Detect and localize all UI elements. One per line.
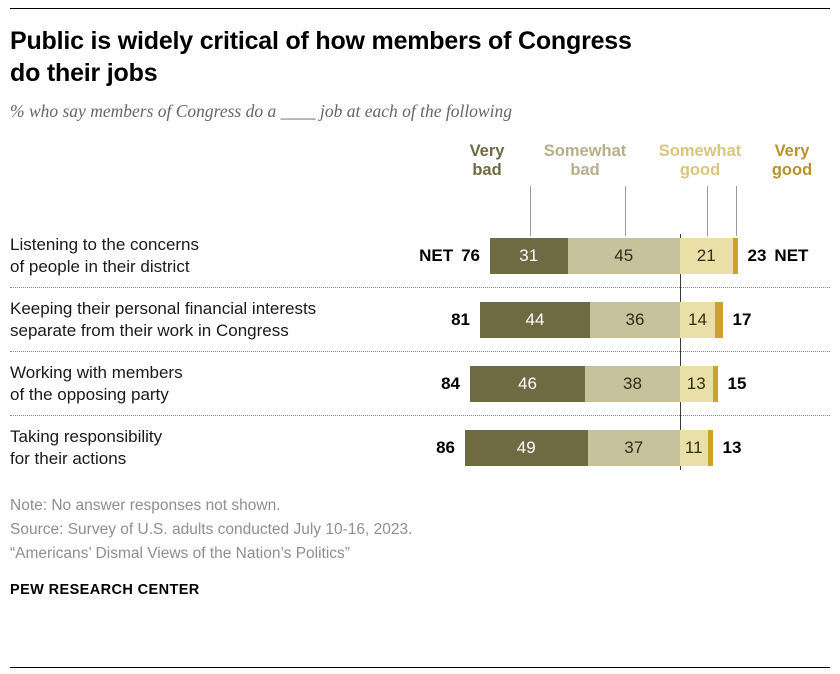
bar-segment-very-good — [715, 301, 723, 338]
net-bad-label: 84 — [441, 373, 460, 393]
bad-segments-group: NET 76 31 45 — [419, 237, 680, 274]
legend-label-somewhat-good: Somewhat good — [658, 142, 742, 180]
good-segments-group: 11 13 — [680, 430, 741, 466]
good-segments-group: 21 23 NET — [680, 237, 809, 274]
bad-good-divider-line — [680, 234, 681, 470]
note-text: Note: No answer responses not shown. — [10, 497, 281, 514]
row-category-label: Working with members of the opposing par… — [10, 362, 183, 404]
chart-row: Keeping their personal financial interes… — [10, 288, 830, 352]
bar-segment-somewhat-bad: 45 — [567, 237, 680, 274]
net-word: NET — [774, 245, 809, 265]
good-segments-group: 14 17 — [680, 301, 752, 338]
bar-segment-very-good — [712, 365, 718, 402]
good-segments-group: 13 15 — [680, 365, 747, 402]
net-bad-label: NET 76 — [419, 245, 480, 265]
net-bad-label: 81 — [451, 309, 470, 329]
bar-segment-somewhat-good: 11 — [680, 430, 708, 466]
legend-label-very-good: Very good — [771, 142, 813, 180]
legend-connector-line — [530, 186, 531, 236]
legend-connector-line — [736, 186, 737, 236]
source-text: Source: Survey of U.S. adults conducted … — [10, 521, 413, 539]
bad-segments-group: 86 49 37 — [436, 430, 680, 466]
row-category-label: Keeping their personal financial interes… — [10, 298, 317, 340]
pew-research-center-wordmark: PEW RESEARCH CENTER — [10, 582, 200, 599]
bar-segment-somewhat-bad: 37 — [587, 430, 680, 466]
chart-row: Taking responsibility for their actions 8… — [10, 416, 830, 480]
bad-segments-group: 84 46 38 — [441, 365, 680, 402]
bar-segment-somewhat-good: 21 — [680, 237, 733, 274]
bad-segments-group: 81 44 36 — [451, 301, 680, 338]
bar-segment-somewhat-good: 14 — [680, 301, 715, 338]
bar-segment-somewhat-good: 13 — [680, 365, 713, 402]
net-bad-label: 86 — [436, 438, 455, 457]
bar-segment-very-bad: 31 — [490, 237, 568, 274]
chart-row: Listening to the concerns of people in t… — [10, 224, 830, 288]
bar-segment-somewhat-bad: 36 — [590, 301, 680, 338]
chart-rows: Listening to the concerns of people in t… — [10, 224, 830, 480]
legend-connector-line — [707, 186, 708, 236]
net-word: NET — [419, 245, 454, 265]
legend-connector-line — [625, 186, 626, 236]
chart-subtitle: % who say members of Congress do a ____ … — [10, 101, 512, 121]
bottom-rule — [10, 667, 830, 668]
net-good-label: 23 NET — [747, 245, 809, 265]
row-category-label: Taking responsibility for their actions — [10, 426, 163, 468]
page-title: Public is widely critical of how members… — [10, 27, 632, 87]
bar-segment-very-bad: 46 — [470, 365, 585, 402]
row-category-label: Listening to the concerns of people in t… — [10, 234, 200, 276]
chart-notes: Note: No answer responses not shown. Sou… — [10, 494, 830, 566]
legend-label-somewhat-bad: Somewhat bad — [543, 142, 627, 180]
bar-segment-somewhat-bad: 38 — [585, 365, 680, 402]
net-good-label: 13 — [722, 438, 742, 457]
top-rule — [10, 8, 830, 9]
net-good-label: 17 — [732, 309, 752, 329]
chart-row: Working with members of the opposing par… — [10, 352, 830, 416]
bar-segment-very-good — [732, 237, 738, 274]
bar-segment-very-good — [707, 430, 713, 466]
legend-label-very-bad: Very bad — [469, 142, 505, 180]
chart-legend: Very bad Somewhat bad Somewhat good Very go… — [10, 136, 830, 224]
report-quote-text: “Americans’ Dismal Views of the Nation’s… — [10, 545, 350, 563]
bar-segment-very-bad: 49 — [465, 430, 588, 466]
bar-segment-very-bad: 44 — [480, 301, 590, 338]
net-good-label: 15 — [727, 373, 747, 393]
diverging-bar-chart: Very bad Somewhat bad Somewhat good Very go… — [10, 136, 830, 480]
